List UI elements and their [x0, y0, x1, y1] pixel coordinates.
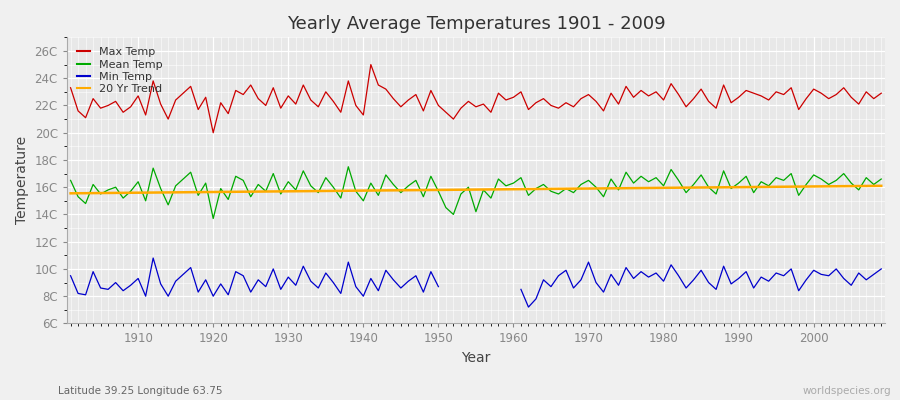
X-axis label: Year: Year [461, 351, 491, 365]
Y-axis label: Temperature: Temperature [15, 136, 29, 224]
Legend: Max Temp, Mean Temp, Min Temp, 20 Yr Trend: Max Temp, Mean Temp, Min Temp, 20 Yr Tre… [72, 43, 167, 99]
Text: Latitude 39.25 Longitude 63.75: Latitude 39.25 Longitude 63.75 [58, 386, 223, 396]
Text: worldspecies.org: worldspecies.org [803, 386, 891, 396]
Title: Yearly Average Temperatures 1901 - 2009: Yearly Average Temperatures 1901 - 2009 [286, 15, 665, 33]
